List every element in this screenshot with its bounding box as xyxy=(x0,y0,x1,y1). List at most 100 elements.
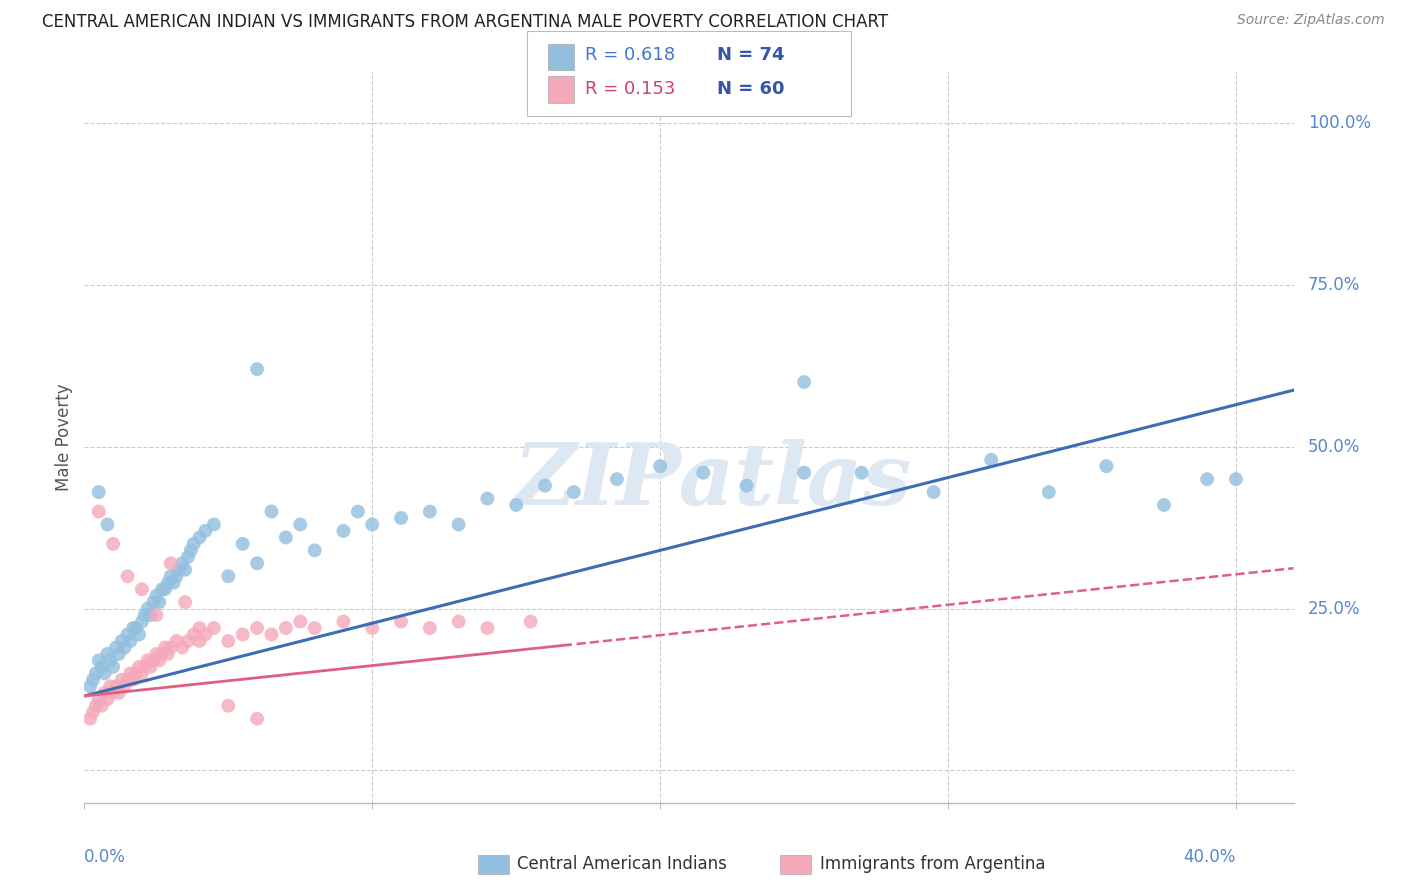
Point xyxy=(131,582,153,597)
Point xyxy=(477,621,499,635)
Point xyxy=(101,537,124,551)
Point xyxy=(1225,472,1247,486)
Point xyxy=(93,686,115,700)
Point xyxy=(505,498,527,512)
Point xyxy=(290,615,312,629)
Point xyxy=(217,634,239,648)
Point xyxy=(477,491,499,506)
Text: 100.0%: 100.0% xyxy=(1308,114,1371,132)
Text: Central American Indians: Central American Indians xyxy=(517,855,727,873)
Point xyxy=(105,640,128,655)
Text: Source: ZipAtlas.com: Source: ZipAtlas.com xyxy=(1237,13,1385,28)
Point xyxy=(117,673,139,687)
Point xyxy=(125,666,148,681)
Point xyxy=(793,466,815,480)
Point xyxy=(142,595,165,609)
Point xyxy=(159,569,181,583)
Point xyxy=(90,698,112,713)
Text: CENTRAL AMERICAN INDIAN VS IMMIGRANTS FROM ARGENTINA MALE POVERTY CORRELATION CH: CENTRAL AMERICAN INDIAN VS IMMIGRANTS FR… xyxy=(42,13,889,31)
Text: 75.0%: 75.0% xyxy=(1308,276,1360,294)
Point xyxy=(183,627,205,641)
Point xyxy=(101,686,124,700)
Point xyxy=(145,589,167,603)
Point xyxy=(177,634,200,648)
Point xyxy=(389,615,412,629)
Point xyxy=(101,660,124,674)
Point xyxy=(1197,472,1219,486)
Point xyxy=(84,698,107,713)
Text: 25.0%: 25.0% xyxy=(1308,599,1361,617)
Point xyxy=(96,692,118,706)
Point xyxy=(246,362,269,376)
Point xyxy=(232,537,254,551)
Point xyxy=(290,517,312,532)
Point xyxy=(87,692,110,706)
Point xyxy=(274,530,297,544)
Point xyxy=(1153,498,1175,512)
Point xyxy=(108,647,131,661)
Text: R = 0.153: R = 0.153 xyxy=(585,80,675,98)
Point xyxy=(98,679,121,693)
Point xyxy=(260,627,283,641)
Point xyxy=(148,595,170,609)
Point xyxy=(650,459,672,474)
Point xyxy=(153,640,176,655)
Point xyxy=(90,660,112,674)
Point xyxy=(87,485,110,500)
Point xyxy=(108,686,131,700)
Point xyxy=(128,627,150,641)
Text: R = 0.618: R = 0.618 xyxy=(585,46,675,64)
Point xyxy=(180,543,202,558)
Point xyxy=(166,634,188,648)
Text: N = 60: N = 60 xyxy=(717,80,785,98)
Point xyxy=(79,679,101,693)
Point xyxy=(260,504,283,518)
Point xyxy=(156,647,179,661)
Point xyxy=(447,615,470,629)
Point xyxy=(217,698,239,713)
Point xyxy=(79,712,101,726)
Point xyxy=(177,549,200,564)
Text: 50.0%: 50.0% xyxy=(1308,438,1360,456)
Point xyxy=(188,530,211,544)
Point xyxy=(120,634,142,648)
Point xyxy=(96,647,118,661)
Point xyxy=(419,504,441,518)
Point xyxy=(217,569,239,583)
Point xyxy=(82,673,104,687)
Point xyxy=(606,472,628,486)
Point xyxy=(202,517,225,532)
Point xyxy=(131,666,153,681)
Point xyxy=(169,563,191,577)
Point xyxy=(139,660,162,674)
Point xyxy=(1038,485,1060,500)
Point xyxy=(134,608,156,623)
Y-axis label: Male Poverty: Male Poverty xyxy=(55,384,73,491)
Point xyxy=(136,653,159,667)
Point xyxy=(156,575,179,590)
Point xyxy=(166,569,188,583)
Point xyxy=(188,621,211,635)
Point xyxy=(159,640,181,655)
Point xyxy=(131,615,153,629)
Point xyxy=(304,543,326,558)
Point xyxy=(145,647,167,661)
Point xyxy=(419,621,441,635)
Point xyxy=(122,673,145,687)
Point xyxy=(98,653,121,667)
Text: 0.0%: 0.0% xyxy=(84,848,127,866)
Point xyxy=(174,595,197,609)
Point xyxy=(188,634,211,648)
Point xyxy=(172,557,194,571)
Point xyxy=(142,653,165,667)
Point xyxy=(120,666,142,681)
Point xyxy=(117,627,139,641)
Point xyxy=(172,640,194,655)
Point xyxy=(183,537,205,551)
Point xyxy=(150,582,173,597)
Point xyxy=(692,466,714,480)
Point xyxy=(534,478,557,492)
Point xyxy=(304,621,326,635)
Point xyxy=(347,504,370,518)
Point xyxy=(159,557,181,571)
